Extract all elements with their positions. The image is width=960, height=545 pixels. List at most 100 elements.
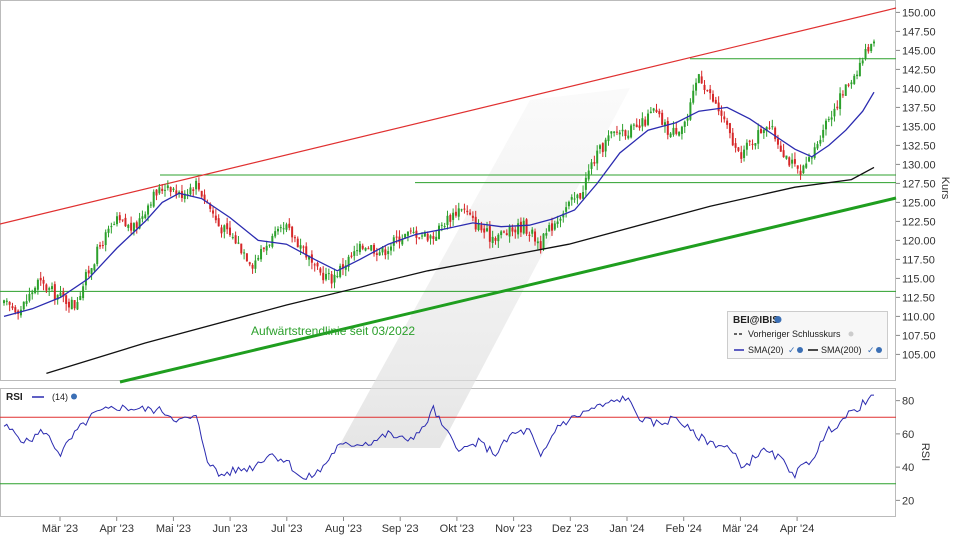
candle-body	[847, 84, 850, 86]
candle-body	[274, 231, 277, 237]
candle-body	[607, 135, 610, 142]
candle-body	[70, 299, 73, 310]
candle-body	[296, 238, 299, 248]
candle-body	[271, 235, 274, 247]
candle-body	[745, 142, 748, 150]
candle-body	[203, 194, 206, 201]
candle-body	[867, 47, 870, 52]
candle-body	[279, 227, 282, 229]
rsi-line	[3, 394, 874, 480]
rsi-tick-label: 60	[902, 429, 914, 441]
price-tick-label: 142.50	[902, 64, 936, 76]
candle-body	[692, 90, 695, 103]
candle-body	[853, 75, 856, 84]
price-tick-label: 112.50	[902, 292, 935, 304]
candle-body	[661, 112, 664, 125]
candle-body	[341, 264, 344, 269]
rsi-param: (14)	[52, 392, 68, 402]
candle-body	[469, 212, 472, 215]
candle-body	[172, 188, 175, 190]
candle-body	[488, 226, 491, 242]
candle-body	[214, 215, 217, 221]
rsi-globe-icon[interactable]	[71, 393, 77, 400]
candle-body	[610, 131, 613, 134]
candle-body	[669, 133, 672, 138]
x-tick-label: Apr '24	[780, 523, 815, 535]
candle-body	[726, 120, 729, 125]
candle-body	[686, 118, 689, 121]
candle-body	[51, 286, 54, 290]
candle-body	[802, 165, 805, 174]
candle-body	[695, 82, 698, 91]
price-tick-label: 137.50	[902, 102, 936, 114]
candle-body	[389, 246, 392, 251]
candle-body	[302, 246, 305, 248]
candle-body	[757, 130, 760, 144]
candle-body	[73, 300, 76, 309]
globe-icon[interactable]	[774, 316, 782, 323]
candle-body	[200, 190, 203, 197]
candle-body	[480, 224, 483, 231]
candle-body	[384, 249, 387, 256]
support-levels	[0, 58, 896, 292]
candle-body	[11, 306, 14, 309]
candle-body	[454, 211, 457, 216]
prev-close-label: Vorheriger Schlusskurs	[748, 329, 841, 339]
upper-channel-line	[0, 7, 897, 225]
candle-body	[155, 189, 158, 196]
candle-body	[228, 227, 231, 236]
candle-body	[429, 235, 432, 239]
candle-body	[796, 165, 799, 169]
candle-body	[728, 123, 731, 134]
candle-body	[808, 157, 811, 162]
candle-body	[152, 191, 155, 207]
candle-body	[406, 231, 409, 236]
candle-body	[364, 247, 367, 251]
candle-body	[596, 150, 599, 164]
sma200-check-icon[interactable]: ✓	[867, 345, 875, 355]
candle-body	[36, 279, 39, 290]
candle-body	[799, 170, 802, 175]
sma20-check-icon[interactable]: ✓	[788, 345, 796, 355]
candle-body	[375, 253, 378, 256]
sma200-globe-icon[interactable]	[876, 347, 882, 353]
candle-body	[731, 132, 734, 146]
candle-body	[856, 74, 859, 77]
price-y-axis: 105.00 107.50 110.00 112.50 115.00 117.50 120.…	[896, 7, 936, 361]
candle-body	[641, 118, 644, 127]
candle-body	[663, 122, 666, 127]
candle-body	[678, 131, 681, 136]
candle-body	[223, 225, 226, 232]
candle-body	[771, 126, 774, 128]
x-axis: Mär '23 Apr '23 Mai '23 Jun '23 Jul '23 Aug '…	[42, 517, 815, 535]
candle-body	[291, 226, 294, 238]
candle-body	[460, 209, 463, 211]
candle-body	[161, 188, 164, 191]
candle-body	[514, 229, 517, 233]
candle-body	[226, 223, 229, 230]
candle-body	[262, 247, 265, 250]
candle-body	[587, 170, 590, 180]
price-tick-label: 147.50	[902, 26, 936, 38]
candle-body	[836, 106, 839, 109]
candle-body	[567, 201, 570, 207]
candle-body	[412, 231, 415, 233]
candle-body	[84, 272, 87, 286]
candle-body	[525, 219, 528, 234]
candle-body	[632, 124, 635, 126]
candle-body	[373, 244, 376, 254]
candle-body	[446, 215, 449, 226]
candle-body	[760, 129, 763, 134]
candle-body	[322, 272, 325, 281]
candle-body	[268, 244, 271, 246]
candle-body	[14, 307, 17, 313]
candle-body	[118, 215, 121, 221]
sma20-globe-icon[interactable]	[797, 347, 803, 353]
candle-body	[361, 245, 364, 249]
candle-body	[477, 223, 480, 230]
candle-body	[56, 294, 59, 300]
candle-body	[680, 126, 683, 135]
candle-body	[164, 189, 167, 191]
settings-dot-icon[interactable]	[848, 331, 854, 337]
candle-body	[251, 264, 254, 269]
